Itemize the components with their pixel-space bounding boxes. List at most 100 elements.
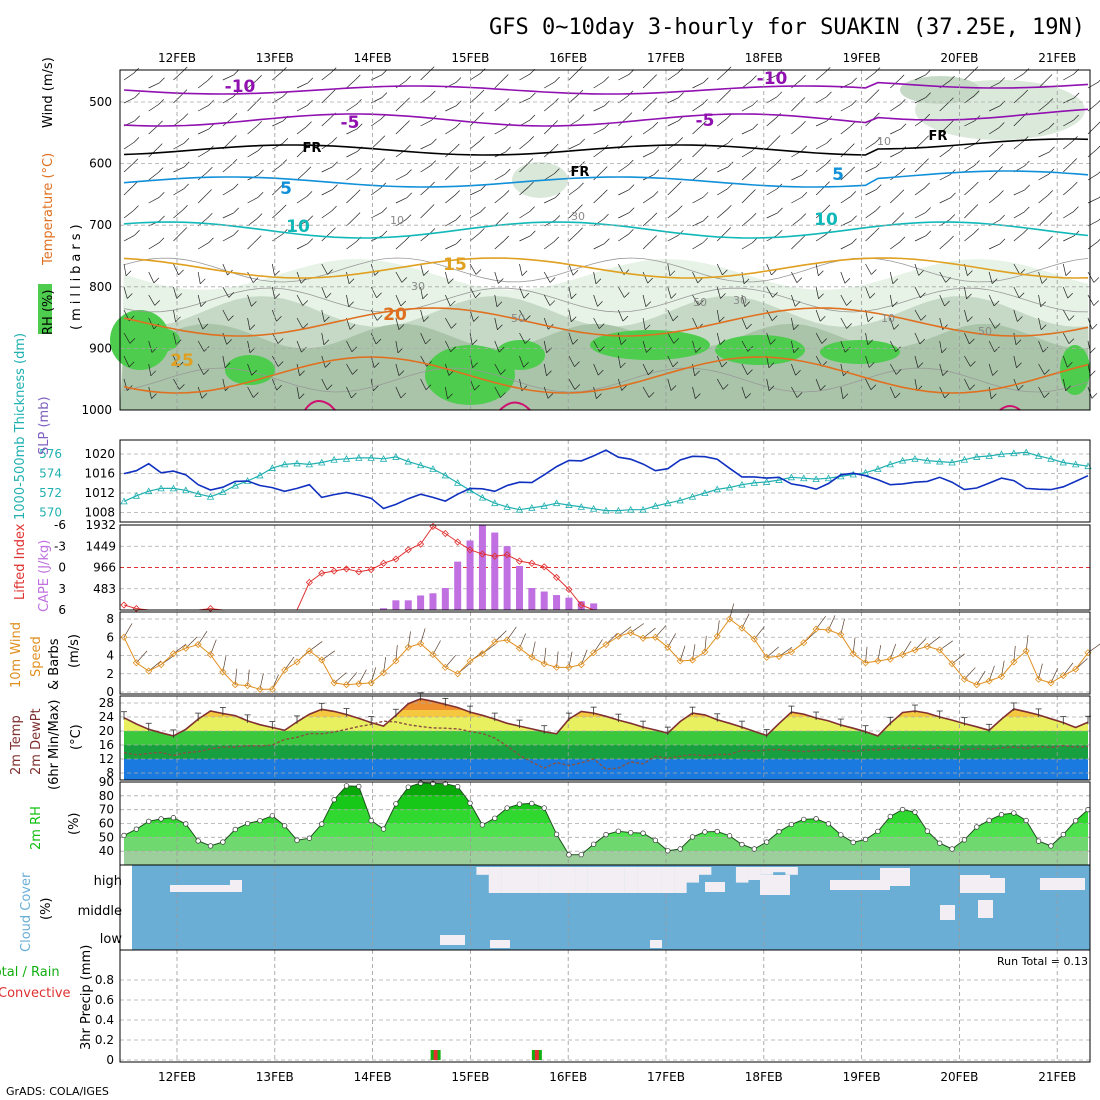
wind-barb: [988, 127, 1000, 135]
wind-barb: [964, 95, 975, 104]
wind-barb-flag: [500, 369, 506, 375]
contour-freezing: [123, 138, 1089, 156]
thickness-point: [639, 505, 647, 513]
wind-barb: [791, 196, 803, 204]
wind-barb: [692, 386, 696, 399]
wind-barb-flag: [603, 213, 609, 220]
wind-barb: [395, 271, 403, 283]
wind-barb-flag: [479, 136, 485, 142]
wind-barb: [964, 71, 974, 81]
contour-label: FR: [929, 129, 948, 144]
wind-barb: [667, 332, 675, 344]
wind-barb-flag: [850, 121, 856, 127]
wind-barb-flag: [572, 339, 579, 345]
temp-color-band: [124, 759, 1088, 780]
wind-barb-flag: [777, 207, 783, 214]
wind-barb: [296, 148, 306, 158]
wind-barb-flag: [577, 66, 583, 72]
wind-barb-flag: [1047, 235, 1053, 242]
wind-barb: [865, 189, 877, 196]
rh-contour: [123, 367, 1089, 393]
rh-tick-label: 40: [99, 844, 114, 858]
wind-barb-flag: [523, 292, 530, 299]
wind-barb-flag: [496, 301, 503, 308]
top-date-label: 20FEB: [940, 51, 978, 65]
cloud-label-1: Cloud Cover: [19, 872, 34, 952]
wind-barb-flag: [923, 158, 929, 164]
wind-barb-flag: [800, 74, 806, 81]
wind-barb: [1038, 271, 1043, 284]
wind-barb: [741, 217, 752, 227]
wind-barb-flag: [893, 324, 900, 330]
wind10-point: [157, 661, 165, 669]
wind-barb-flag: [473, 316, 479, 322]
wind10-barb: [123, 623, 133, 638]
wind-barb: [1063, 141, 1073, 150]
wind-barb: [865, 94, 875, 104]
wind-barb: [692, 340, 697, 353]
thickness-point: [515, 505, 524, 513]
rh-patch-upper: [900, 76, 980, 104]
wind-barb: [988, 82, 1000, 89]
wind-barb: [346, 386, 352, 399]
wind-barb-flag: [251, 370, 257, 376]
wind-barb: [543, 294, 551, 306]
panel-side-labels: 1000-500mb Thickness (dm) SLP (mb) Lifte…: [0, 333, 1088, 1050]
wind10-point: [219, 668, 227, 676]
wind-barb-flag: [597, 301, 603, 307]
wind-barb: [667, 120, 679, 127]
wind-barb: [1063, 73, 1074, 81]
rh2m-point: [368, 817, 374, 824]
wind-barb: [568, 263, 574, 276]
wind-barb: [247, 363, 253, 376]
wind-barb: [618, 212, 630, 219]
pressure-tick-label: 700: [89, 218, 112, 232]
cape-bar: [515, 566, 523, 610]
li-point: [565, 585, 573, 594]
wind-barb: [346, 294, 349, 307]
wind10-point: [861, 659, 870, 667]
wind-barb: [840, 271, 846, 284]
thickness-point: [169, 484, 178, 492]
wind-barb: [1062, 355, 1068, 368]
wind10-barb: [346, 672, 358, 685]
wind10-barb: [766, 646, 779, 658]
thickness-axis-label: 1000-500mb Thickness (dm): [13, 333, 28, 520]
wind-barb-flag: [451, 323, 457, 329]
wind-barb-flag: [153, 277, 160, 284]
wind-barb-flag: [1065, 385, 1071, 392]
wind-barb-flag: [770, 339, 776, 345]
wind-barb-flag: [948, 120, 954, 126]
rh2m-point: [405, 784, 411, 790]
wind10-point: [429, 651, 437, 659]
thickness-point: [330, 455, 338, 463]
wind-barb: [346, 79, 356, 89]
wind-barb-flag: [233, 230, 239, 236]
wind-barb-flag: [201, 393, 208, 399]
rh-high-blob: [590, 330, 710, 360]
wind-barb: [1038, 340, 1044, 353]
contour-label: 15: [443, 255, 467, 275]
thickness-point: [478, 493, 487, 501]
wind-barb-flag: [200, 301, 207, 307]
wind-barb: [667, 163, 677, 173]
wind-barb: [1013, 233, 1024, 242]
wind-barb-flag: [157, 143, 163, 149]
cloud-high-block: [476, 867, 489, 875]
precip-tick-label: 0: [106, 1053, 114, 1067]
wind-barb: [420, 332, 426, 345]
wind-barb: [568, 166, 580, 173]
wind-barb-flag: [895, 346, 901, 352]
thickness-point: [1059, 458, 1067, 466]
wind10-barb: [902, 640, 912, 655]
thickness-point: [614, 506, 623, 514]
wind-barb-flag: [849, 166, 855, 173]
cloud-row-label: low: [100, 932, 123, 947]
wind-barb-flag: [330, 227, 336, 233]
wind-barb: [1087, 125, 1097, 135]
wind-barb: [741, 150, 753, 158]
wind-barb-flag: [1023, 68, 1030, 74]
wind-barb-flag: [376, 315, 383, 321]
wind-barb: [148, 340, 153, 353]
